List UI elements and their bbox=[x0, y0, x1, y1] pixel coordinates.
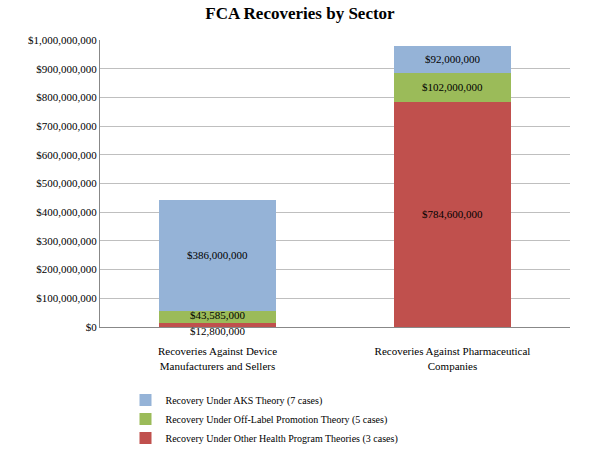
svg-text:$400,000,000: $400,000,000 bbox=[36, 206, 97, 218]
svg-text:$386,000,000: $386,000,000 bbox=[187, 249, 248, 261]
svg-text:$500,000,000: $500,000,000 bbox=[36, 177, 97, 189]
svg-text:$12,800,000: $12,800,000 bbox=[190, 325, 246, 337]
svg-text:Recoveries Against DeviceManuf: Recoveries Against DeviceManufacturers a… bbox=[158, 345, 277, 371]
svg-text:$700,000,000: $700,000,000 bbox=[36, 120, 97, 132]
svg-text:$92,000,000: $92,000,000 bbox=[425, 53, 481, 65]
svg-text:$900,000,000: $900,000,000 bbox=[36, 63, 97, 75]
svg-text:$102,000,000: $102,000,000 bbox=[422, 81, 483, 93]
svg-text:$800,000,000: $800,000,000 bbox=[36, 91, 97, 103]
svg-text:$43,585,000: $43,585,000 bbox=[190, 309, 246, 321]
svg-text:Recoveries Against Pharmaceuti: Recoveries Against PharmaceuticalCompani… bbox=[375, 345, 531, 371]
svg-text:Recovery Under AKS Theory (7 c: Recovery Under AKS Theory (7 cases) bbox=[166, 395, 323, 407]
svg-text:$600,000,000: $600,000,000 bbox=[36, 149, 97, 161]
svg-text:$1,000,000,000: $1,000,000,000 bbox=[28, 34, 97, 46]
svg-text:$0: $0 bbox=[86, 321, 98, 333]
svg-text:$784,600,000: $784,600,000 bbox=[422, 208, 483, 220]
svg-text:$300,000,000: $300,000,000 bbox=[36, 235, 97, 247]
svg-text:Recovery Under Off-Label Promo: Recovery Under Off-Label Promotion Theor… bbox=[166, 414, 388, 426]
svg-text:$200,000,000: $200,000,000 bbox=[36, 263, 97, 275]
svg-text:$100,000,000: $100,000,000 bbox=[36, 292, 97, 304]
svg-text:Recovery Under Other Health Pr: Recovery Under Other Health Program Theo… bbox=[166, 433, 398, 445]
svg-text:FCA Recoveries by Sector: FCA Recoveries by Sector bbox=[205, 4, 395, 23]
